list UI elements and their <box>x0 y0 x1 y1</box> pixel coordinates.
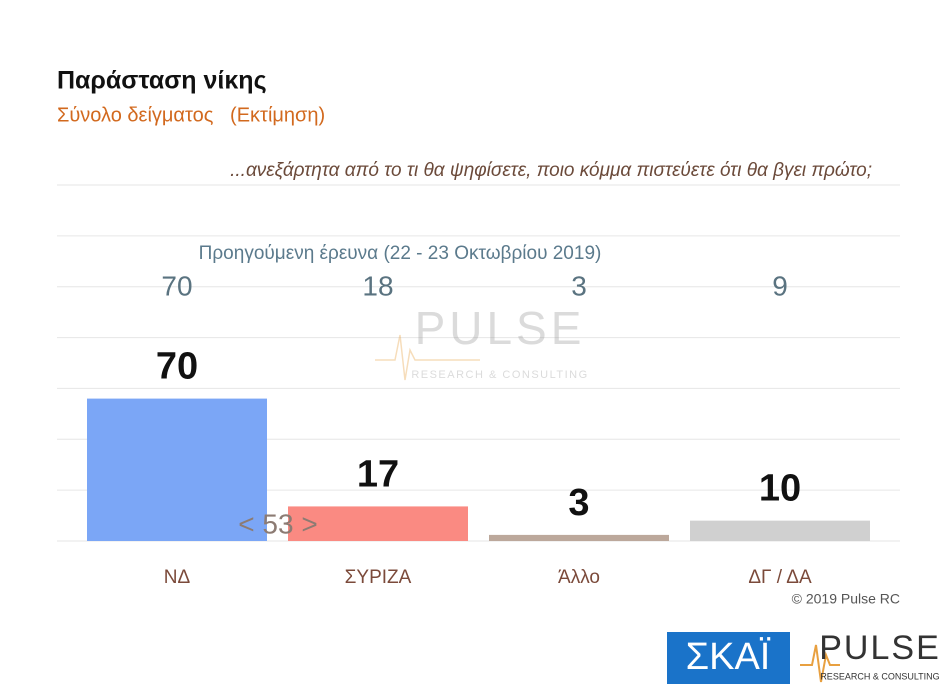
watermark: PULSE RESEARCH & CONSULTING <box>375 302 588 381</box>
x-tick-label: ΝΔ <box>164 567 191 588</box>
gap-annotation: < 53 > <box>238 508 317 539</box>
value-label: 17 <box>357 453 399 495</box>
value-label: 10 <box>759 468 801 510</box>
previous-value: 70 <box>161 270 192 301</box>
watermark-title: PULSE <box>415 302 586 354</box>
previous-value: 3 <box>571 270 587 301</box>
bar <box>87 398 267 541</box>
previous-value: 9 <box>772 270 788 301</box>
x-tick-label: ΣΥΡΙΖΑ <box>345 567 412 588</box>
value-label: 70 <box>156 346 198 388</box>
copyright: © 2019 Pulse RC <box>792 591 900 607</box>
value-label: 3 <box>568 482 589 524</box>
bar <box>489 534 669 541</box>
pollster-sub: RESEARCH & CONSULTING <box>820 671 939 681</box>
previous-label: Προηγούμενη έρευνα (22 - 23 Οκτωβρίου 20… <box>199 243 602 264</box>
pollster-name: PULSE <box>819 629 941 667</box>
chart-subtitle: Σύνολο δείγματος (Εκτίμηση) <box>57 104 325 126</box>
broadcaster-logo <box>667 632 790 684</box>
chart-title: Παράσταση νίκης <box>57 67 267 95</box>
x-tick-label: Άλλο <box>558 567 600 588</box>
bar <box>288 506 468 541</box>
x-tick-label: ΔΓ / ΔΑ <box>748 567 812 588</box>
question: ...ανεξάρτητα από το τι θα ψηφίσετε, ποι… <box>230 160 872 181</box>
broadcaster-name: ΣΚΑΪ <box>686 636 771 678</box>
watermark-sub: RESEARCH & CONSULTING <box>411 369 588 381</box>
previous-value: 18 <box>362 270 393 301</box>
bar <box>690 520 870 541</box>
pulse-icon <box>800 644 840 683</box>
